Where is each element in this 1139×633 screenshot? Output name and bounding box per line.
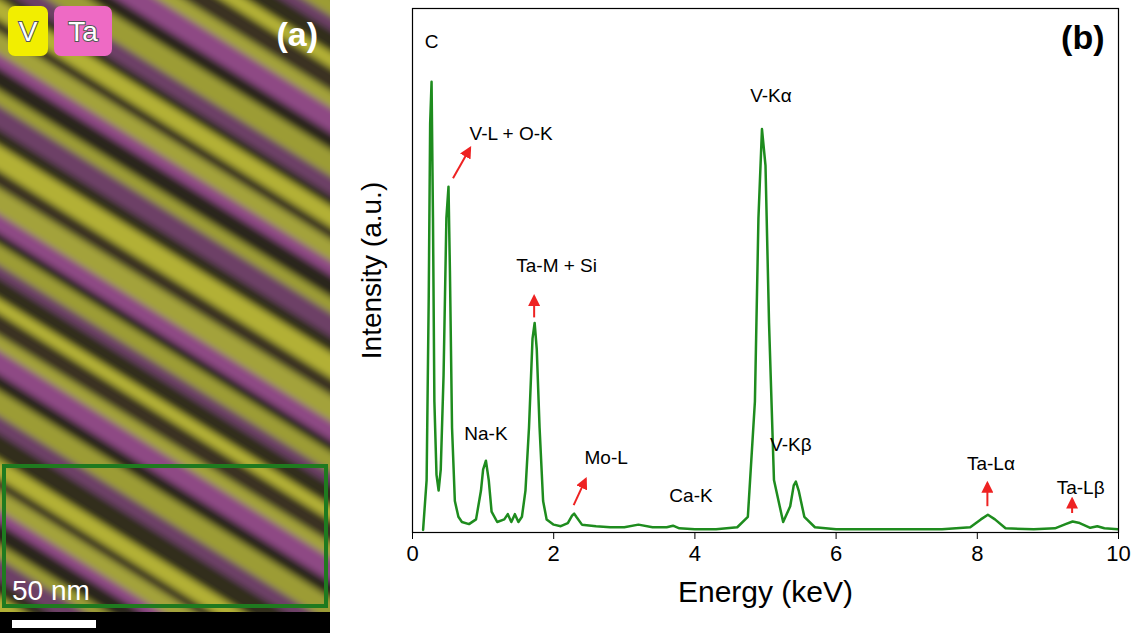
svg-text:Intensity (a.u.): Intensity (a.u.) [356,182,387,359]
svg-text:Ta-Lβ: Ta-Lβ [1057,477,1105,498]
svg-text:Ta-M + Si: Ta-M + Si [516,255,597,276]
svg-text:2: 2 [548,541,560,566]
svg-text:Mo-L: Mo-L [585,447,628,468]
svg-text:V: V [19,16,38,47]
svg-text:4: 4 [689,541,701,566]
svg-text:Ta: Ta [68,16,98,47]
svg-text:Energy (keV): Energy (keV) [678,575,853,608]
svg-text:(a): (a) [276,15,318,53]
svg-text:8: 8 [971,541,983,566]
svg-text:Ca-K: Ca-K [669,485,713,506]
svg-text:V-Kβ: V-Kβ [770,434,812,455]
svg-text:Ta-Lα: Ta-Lα [967,453,1015,474]
svg-text:C: C [425,31,439,52]
svg-text:Na-K: Na-K [464,423,508,444]
svg-text:0: 0 [406,541,418,566]
svg-text:V-Kα: V-Kα [750,85,792,106]
svg-text:V-L + O-K: V-L + O-K [470,123,554,144]
svg-text:50 nm: 50 nm [12,575,90,606]
svg-text:6: 6 [830,541,842,566]
svg-text:10: 10 [1106,541,1130,566]
svg-text:(b): (b) [1061,18,1104,56]
